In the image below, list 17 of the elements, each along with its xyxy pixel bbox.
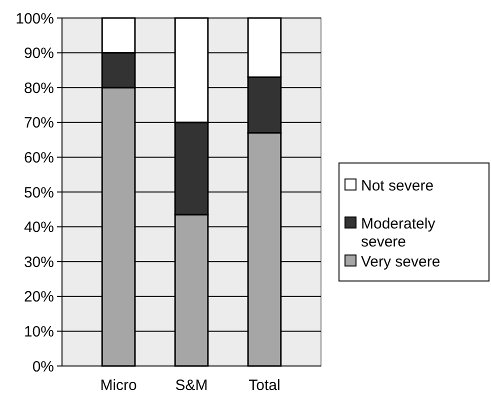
x-tick-label: S&M: [175, 377, 208, 394]
y-tick-label: 30%: [24, 254, 54, 271]
legend-label: Very severe: [361, 253, 440, 270]
y-tick-label: 90%: [24, 45, 54, 62]
y-tick-label: 40%: [24, 219, 54, 236]
x-tick-label: Total: [248, 377, 280, 394]
y-tick-label: 50%: [24, 184, 54, 202]
y-tick-label: 10%: [24, 323, 54, 340]
y-tick-label: 0%: [32, 358, 54, 376]
legend-label: Moderately severe: [361, 215, 436, 250]
y-tick-label: 100%: [16, 10, 54, 28]
y-tick-label: 20%: [24, 288, 54, 306]
y-tick-label: 60%: [24, 149, 54, 166]
y-tick-label: 70%: [24, 114, 54, 132]
x-tick-label: Micro: [100, 377, 137, 394]
legend-label: Not severe: [361, 177, 434, 194]
y-tick-label: 80%: [24, 80, 54, 97]
